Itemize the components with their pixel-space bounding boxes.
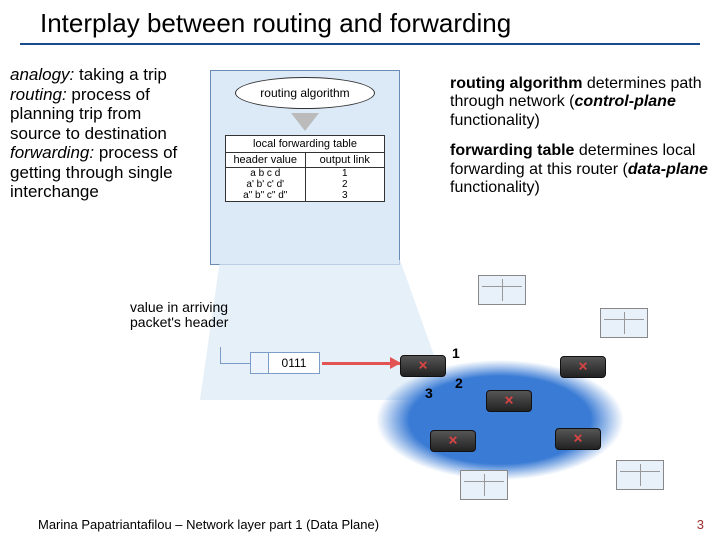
routing-algorithm-ellipse: routing algorithm	[235, 77, 375, 109]
slide-number: 3	[697, 517, 704, 532]
cell-o: 2	[306, 179, 385, 190]
packet-connector	[220, 363, 250, 364]
link-label-2: 2	[455, 375, 463, 391]
forwarding-table: local forwarding table header value outp…	[225, 135, 385, 202]
packet-box: 0111	[250, 352, 320, 374]
right-text-block: routing algorithm determines path throug…	[450, 75, 710, 209]
table-row: a b c d 1	[226, 168, 384, 179]
mini-table-icon	[460, 470, 508, 500]
table-row: a" b" c" d" 3	[226, 190, 384, 201]
arriving-label: value in arriving packet's header	[130, 300, 275, 331]
packet-value: 0111	[269, 353, 319, 373]
title-underline	[20, 43, 700, 45]
right-p2-bold: forwarding table	[450, 142, 574, 159]
arrow-down-icon	[291, 113, 319, 131]
fwd-table-title: local forwarding table	[226, 136, 384, 153]
packet-stub	[251, 353, 269, 373]
router-icon	[486, 390, 532, 412]
cell-h: a b c d	[226, 168, 306, 179]
analogy-block: analogy: taking a trip routing: process …	[10, 65, 180, 202]
routing-term: routing:	[10, 85, 67, 104]
cell-h: a' b' c' d'	[226, 179, 306, 190]
cell-h: a" b" c" d"	[226, 190, 306, 201]
router-icon	[430, 430, 476, 452]
cell-o: 1	[306, 168, 385, 179]
mini-table-icon	[478, 275, 526, 305]
right-p2-end: functionality)	[450, 179, 540, 196]
right-p1-end: functionality)	[450, 112, 540, 129]
right-p1-italic: control-plane	[575, 93, 676, 110]
analogy-text1: taking a trip	[74, 65, 167, 84]
cell-o: 3	[306, 190, 385, 201]
slide-title: Interplay between routing and forwarding	[0, 0, 720, 43]
router-icon	[560, 356, 606, 378]
fwd-table-header: header value output link	[226, 153, 384, 168]
footer-text: Marina Papatriantafilou – Network layer …	[38, 517, 379, 532]
forwarding-term: forwarding:	[10, 143, 94, 162]
fwd-col-output-link: output link	[306, 153, 385, 167]
fwd-col-header-value: header value	[226, 153, 306, 167]
router-box: routing algorithm local forwarding table…	[210, 70, 400, 265]
link-label-3: 3	[425, 385, 433, 401]
router-icon	[400, 355, 446, 377]
mini-table-icon	[616, 460, 664, 490]
router-icon	[555, 428, 601, 450]
table-row: a' b' c' d' 2	[226, 179, 384, 190]
right-p2-italic: data-plane	[628, 161, 708, 178]
mini-table-icon	[600, 308, 648, 338]
right-p1-bold: routing algorithm	[450, 75, 582, 92]
analogy-term: analogy:	[10, 65, 74, 84]
link-label-1: 1	[452, 345, 460, 361]
